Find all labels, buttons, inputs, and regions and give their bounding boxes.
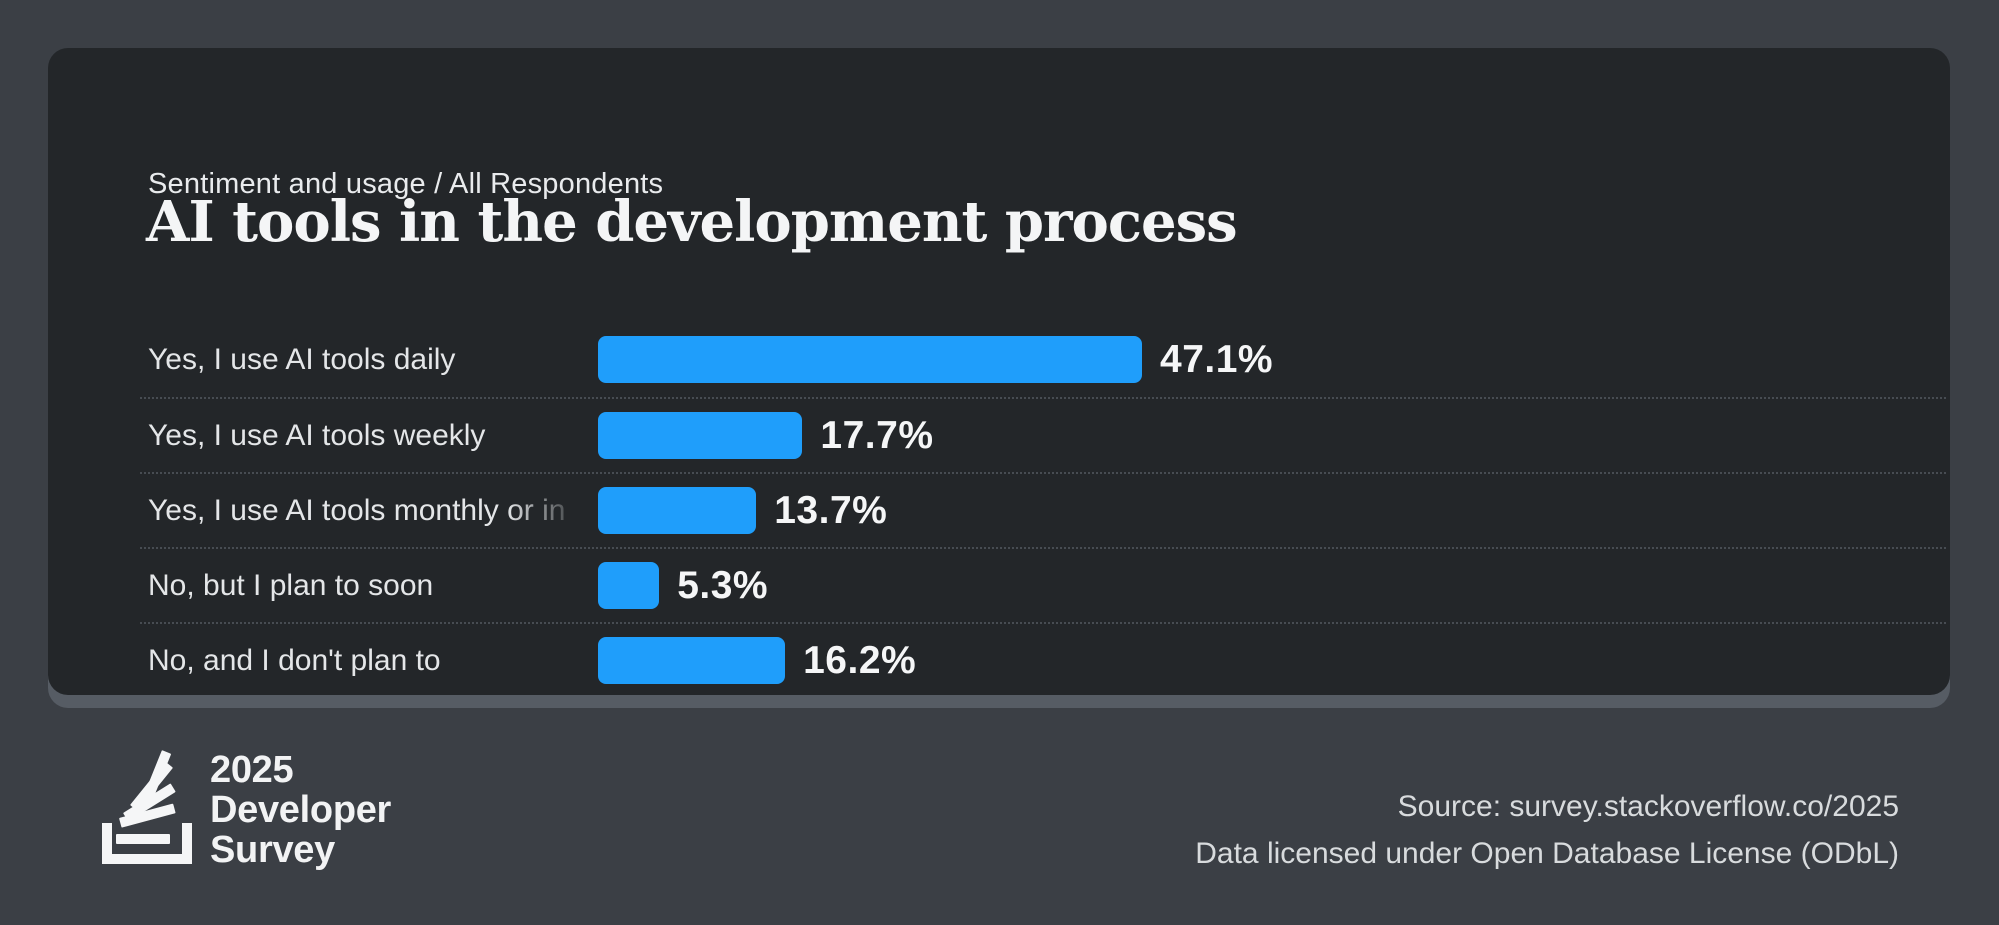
bar[interactable] xyxy=(598,412,803,459)
category-label: Yes, I use AI tools monthly or in xyxy=(148,493,566,527)
wordmark-word1: Developer xyxy=(210,789,392,831)
bar[interactable] xyxy=(598,562,660,609)
category-label: Yes, I use AI tools daily xyxy=(148,342,456,376)
chart-row: No, but I plan to soon 5.3% xyxy=(140,547,1946,622)
stackoverflow-logo-icon xyxy=(100,748,205,871)
chart-rows: Yes, I use AI tools daily 47.1% Yes, I u… xyxy=(140,322,1946,697)
value-label: 47.1% xyxy=(1160,337,1274,381)
license-text: Data licensed under Open Database Licens… xyxy=(1195,837,1899,870)
wordmark-year: 2025 xyxy=(210,749,294,791)
breadcrumb: Sentiment and usage / All Respondents xyxy=(148,168,664,200)
category-label: No, and I don't plan to xyxy=(148,643,441,677)
category-label: Yes, I use AI tools weekly xyxy=(148,418,486,452)
source-block: Source: survey.stackoverflow.co/2025 Dat… xyxy=(1195,783,1899,877)
chart-row: Yes, I use AI tools daily 47.1% xyxy=(140,322,1946,397)
bar[interactable] xyxy=(598,637,786,684)
logo-tray-shape xyxy=(102,823,192,864)
chart-row: No, and I don't plan to 16.2% xyxy=(140,622,1946,697)
bar[interactable] xyxy=(598,487,757,534)
chart-row: Yes, I use AI tools weekly 17.7% xyxy=(140,397,1946,472)
chart-card: Sentiment and usage / All Respondents AI… xyxy=(48,48,1950,695)
category-label: No, but I plan to soon xyxy=(148,568,434,602)
value-label: 16.2% xyxy=(803,638,917,682)
survey-wordmark: 2025 Developer Survey xyxy=(210,750,391,870)
source-link[interactable]: Source: survey.stackoverflow.co/2025 xyxy=(1397,790,1899,823)
wordmark-word2: Survey xyxy=(210,829,335,871)
value-label: 17.7% xyxy=(820,413,934,457)
chart-row: Yes, I use AI tools monthly or in 13.7% xyxy=(140,472,1946,547)
value-label: 13.7% xyxy=(774,488,888,532)
bar[interactable] xyxy=(598,336,1142,383)
page-title: AI tools in the development process xyxy=(146,189,1238,255)
value-label: 5.3% xyxy=(677,563,769,607)
